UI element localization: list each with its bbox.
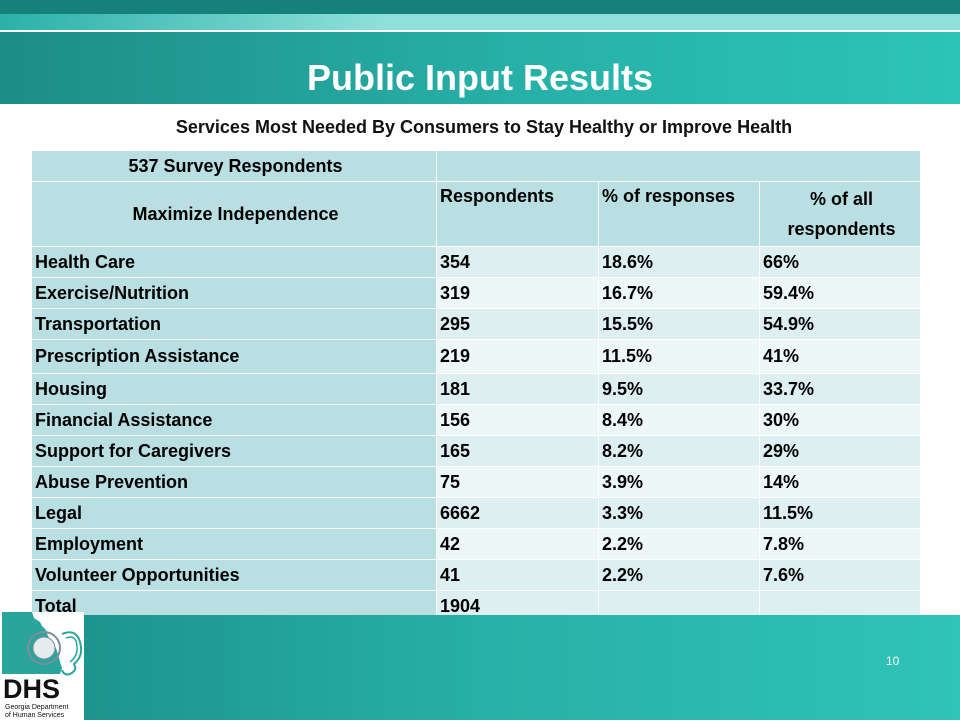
pct-all-cell: 59.4% <box>758 277 922 309</box>
survey-respondents-header: 537 Survey Respondents <box>31 150 437 182</box>
table-row: Financial Assistance 156 8.4% 30% <box>31 404 922 436</box>
pct-all-cell: 66% <box>758 246 922 278</box>
header-row-columns: Maximize Independence Respondents % of r… <box>31 181 922 247</box>
table-row: Support for Caregivers 165 8.2% 29% <box>31 435 922 467</box>
banner-stripe <box>0 0 960 14</box>
pct-all-cell: 14% <box>758 466 922 498</box>
logo-line-1: Georgia Department <box>5 704 68 711</box>
service-cell: Exercise/Nutrition <box>31 277 437 309</box>
pct-all-header: % of all respondents <box>758 181 922 247</box>
pct-responses-cell: 15.5% <box>598 308 760 340</box>
table-body: Health Care 354 18.6% 66% Exercise/Nutrition… <box>31 246 922 622</box>
logo-line-2: of Human Services <box>5 712 65 719</box>
pct-responses-cell: 8.4% <box>598 404 760 436</box>
banner-divider <box>0 30 960 32</box>
service-cell: Legal <box>31 497 437 529</box>
banner-highlight <box>0 14 960 32</box>
pct-responses-cell: 16.7% <box>598 277 760 309</box>
respondents-cell: 219 <box>436 339 599 374</box>
pct-all-cell: 54.9% <box>758 308 922 340</box>
table-row: Housing 181 9.5% 33.7% <box>31 373 922 405</box>
pct-all-cell: 41% <box>758 339 922 374</box>
pct-all-cell: 29% <box>758 435 922 467</box>
footer-band <box>0 615 960 720</box>
respondents-cell: 41 <box>436 559 599 591</box>
table-row: Volunteer Opportunities 41 2.2% 7.6% <box>31 559 922 591</box>
respondents-header: Respondents <box>436 181 599 247</box>
table-row: Prescription Assistance 219 11.5% 41% <box>31 339 922 374</box>
respondents-cell: 319 <box>436 277 599 309</box>
table-row: Exercise/Nutrition 319 16.7% 59.4% <box>31 277 922 309</box>
pct-all-cell: 7.6% <box>758 559 922 591</box>
respondents-cell: 42 <box>436 528 599 560</box>
service-cell: Transportation <box>31 308 437 340</box>
table-row: Health Care 354 18.6% 66% <box>31 246 922 278</box>
pct-responses-cell: 18.6% <box>598 246 760 278</box>
pct-all-cell: 33.7% <box>758 373 922 405</box>
pct-all-header-line1: % of all <box>810 189 874 209</box>
respondents-cell: 181 <box>436 373 599 405</box>
header-row-respondents: 537 Survey Respondents <box>31 150 922 182</box>
pct-all-cell: 30% <box>758 404 922 436</box>
slide-subtitle: Services Most Needed By Consumers to Sta… <box>175 117 793 137</box>
table-row: Legal 6662 3.3% 11.5% <box>31 497 922 529</box>
pct-responses-header: % of responses <box>598 181 760 247</box>
service-cell: Employment <box>31 528 437 560</box>
category-header: Maximize Independence <box>31 181 437 247</box>
respondents-cell: 354 <box>436 246 599 278</box>
respondents-cell: 75 <box>436 466 599 498</box>
respondents-cell: 6662 <box>436 497 599 529</box>
header-empty-cell <box>435 150 922 182</box>
service-cell: Abuse Prevention <box>31 466 437 498</box>
service-cell: Housing <box>31 373 437 405</box>
respondents-cell: 165 <box>436 435 599 467</box>
table-row: Transportation 295 15.5% 54.9% <box>31 308 922 340</box>
dhs-logo: DHS Georgia Department of Human Services <box>0 612 84 720</box>
pct-responses-cell: 11.5% <box>598 339 760 374</box>
service-cell: Financial Assistance <box>31 404 437 436</box>
service-cell: Health Care <box>31 246 437 278</box>
georgia-seal-icon: DHS Georgia Department of Human Services <box>2 612 83 719</box>
service-cell: Support for Caregivers <box>31 435 437 467</box>
respondents-cell: 295 <box>436 308 599 340</box>
respondents-cell: 156 <box>436 404 599 436</box>
pct-all-cell: 11.5% <box>758 497 922 529</box>
service-cell: Volunteer Opportunities <box>31 559 437 591</box>
pct-all-header-line2: respondents <box>787 219 896 239</box>
pct-responses-cell: 2.2% <box>598 528 760 560</box>
table-row: Abuse Prevention 75 3.9% 14% <box>31 466 922 498</box>
table-row: Employment 42 2.2% 7.8% <box>31 528 922 560</box>
pct-responses-cell: 3.9% <box>598 466 760 498</box>
pct-responses-cell: 2.2% <box>598 559 760 591</box>
pct-responses-cell: 9.5% <box>598 373 760 405</box>
pct-all-cell: 7.8% <box>758 528 922 560</box>
service-cell: Prescription Assistance <box>31 339 437 374</box>
pct-responses-cell: 3.3% <box>598 497 760 529</box>
logo-wordmark: DHS <box>3 674 60 704</box>
survey-results-table: 537 Survey Respondents Maximize Independ… <box>31 150 922 622</box>
page-number: 10 <box>886 654 900 668</box>
pct-responses-cell: 8.2% <box>598 435 760 467</box>
slide-title: Public Input Results <box>306 57 654 98</box>
